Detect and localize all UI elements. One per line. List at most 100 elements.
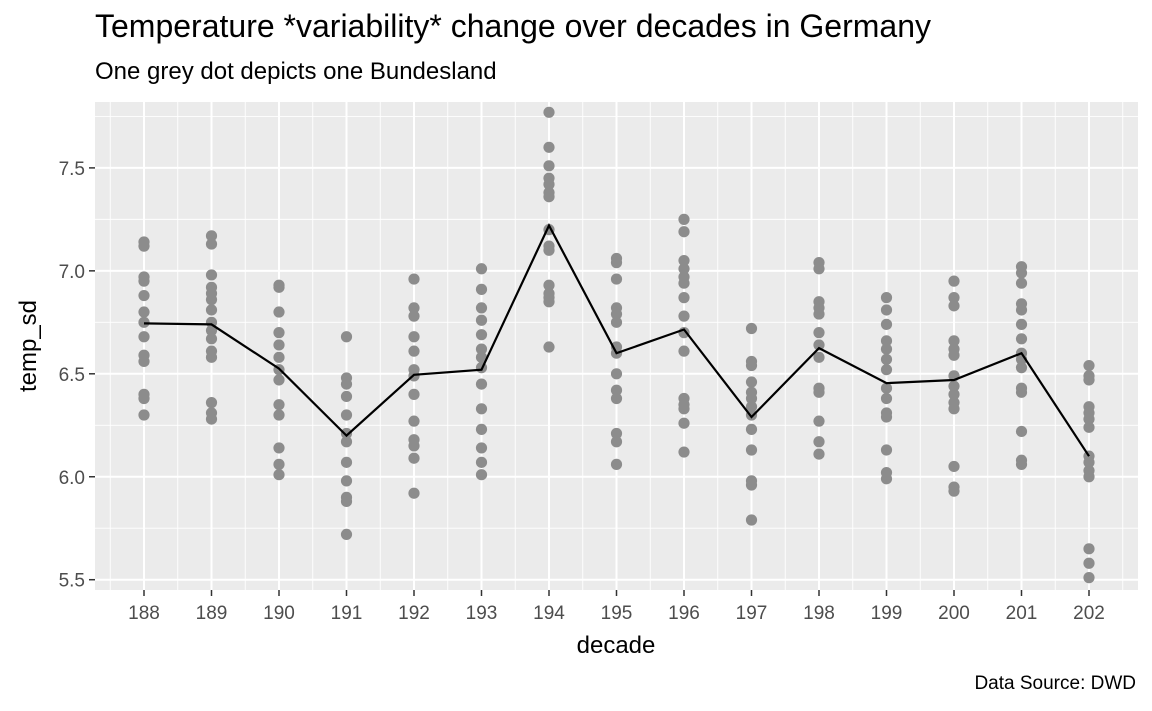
x-tick-label: 195 xyxy=(601,603,633,624)
data-point xyxy=(475,456,488,468)
x-tick-label: 199 xyxy=(871,603,903,624)
data-point xyxy=(1083,456,1095,468)
data-point xyxy=(1083,572,1095,584)
data-point xyxy=(1015,318,1028,330)
data-point xyxy=(610,308,623,320)
data-point xyxy=(475,343,488,355)
data-point xyxy=(1083,374,1095,386)
data-point xyxy=(1083,413,1095,425)
data-point xyxy=(205,238,218,250)
data-point xyxy=(678,310,690,322)
data-point xyxy=(678,254,690,267)
data-point xyxy=(273,374,285,386)
data-point xyxy=(408,487,420,499)
data-point xyxy=(475,423,488,435)
data-point xyxy=(880,343,893,355)
data-point xyxy=(138,240,150,252)
data-point xyxy=(745,479,758,491)
data-point xyxy=(813,386,825,398)
data-point xyxy=(948,460,960,473)
data-point xyxy=(745,514,758,526)
data-point xyxy=(273,351,285,363)
data-point xyxy=(408,415,420,427)
data-point xyxy=(813,339,825,351)
data-point xyxy=(813,415,825,427)
chart-title: Temperature *variability* change over de… xyxy=(95,8,931,44)
data-point xyxy=(138,275,150,287)
data-point xyxy=(610,392,623,405)
data-point xyxy=(475,283,488,295)
data-point xyxy=(1015,333,1028,345)
data-point xyxy=(205,413,218,425)
data-point xyxy=(948,349,960,361)
data-point xyxy=(1015,304,1028,316)
data-point xyxy=(138,331,150,343)
data-point xyxy=(138,392,150,405)
data-point xyxy=(948,300,960,312)
data-point xyxy=(813,327,825,339)
data-point xyxy=(138,409,150,421)
data-point xyxy=(1015,425,1028,438)
data-point xyxy=(880,304,893,316)
data-point xyxy=(678,345,690,357)
data-point xyxy=(678,292,690,304)
x-tick-label: 189 xyxy=(196,603,228,624)
data-point xyxy=(273,306,285,318)
data-point xyxy=(475,442,488,454)
y-tick-label: 7.0 xyxy=(59,262,85,283)
data-point xyxy=(408,273,420,285)
data-point xyxy=(610,316,623,328)
data-point xyxy=(880,292,893,304)
x-tick-label: 197 xyxy=(736,603,768,624)
x-axis: 188 189 190 191 192 193 194 195 196 197 198 199 200 2… xyxy=(128,590,1105,624)
data-point xyxy=(813,351,825,363)
data-point xyxy=(340,436,353,448)
x-tick-label: 194 xyxy=(533,603,565,624)
data-point xyxy=(948,335,960,347)
data-point xyxy=(408,331,420,343)
data-point xyxy=(543,191,555,203)
data-point xyxy=(543,341,555,353)
data-point xyxy=(340,409,353,421)
data-point xyxy=(543,244,555,256)
data-point xyxy=(408,302,420,314)
data-point xyxy=(1015,267,1028,279)
data-point xyxy=(1083,543,1095,555)
data-point xyxy=(273,442,285,454)
x-tick-label: 198 xyxy=(803,603,835,624)
data-point xyxy=(880,382,893,394)
data-point xyxy=(543,296,555,308)
data-point xyxy=(340,456,353,468)
data-point xyxy=(475,329,488,341)
x-tick-label: 200 xyxy=(938,603,970,624)
data-point xyxy=(678,226,690,238)
data-point xyxy=(745,401,758,413)
y-tick-label: 6.0 xyxy=(59,468,85,489)
data-point xyxy=(678,277,690,289)
data-point xyxy=(813,436,825,448)
chart-caption: Data Source: DWD xyxy=(974,673,1136,694)
data-point xyxy=(1083,421,1095,433)
x-tick-label: 192 xyxy=(398,603,430,624)
data-point xyxy=(475,403,488,415)
data-point xyxy=(273,469,285,481)
data-point xyxy=(340,331,353,343)
data-point xyxy=(205,333,218,345)
data-point xyxy=(543,279,555,291)
data-point xyxy=(205,304,218,316)
data-point xyxy=(205,397,218,409)
data-point xyxy=(408,345,420,357)
data-point xyxy=(1015,386,1028,398)
data-point xyxy=(205,351,218,363)
data-point xyxy=(138,306,150,318)
data-point xyxy=(340,475,353,487)
data-point xyxy=(880,318,893,330)
x-tick-label: 190 xyxy=(263,603,295,624)
y-axis: 5.5 6.0 6.5 7.0 7.5 xyxy=(59,159,95,592)
data-point xyxy=(475,302,488,314)
y-tick-label: 5.5 xyxy=(59,571,85,592)
data-point xyxy=(138,355,150,368)
data-point xyxy=(610,257,623,269)
data-point xyxy=(880,473,893,485)
data-point xyxy=(1015,458,1028,470)
